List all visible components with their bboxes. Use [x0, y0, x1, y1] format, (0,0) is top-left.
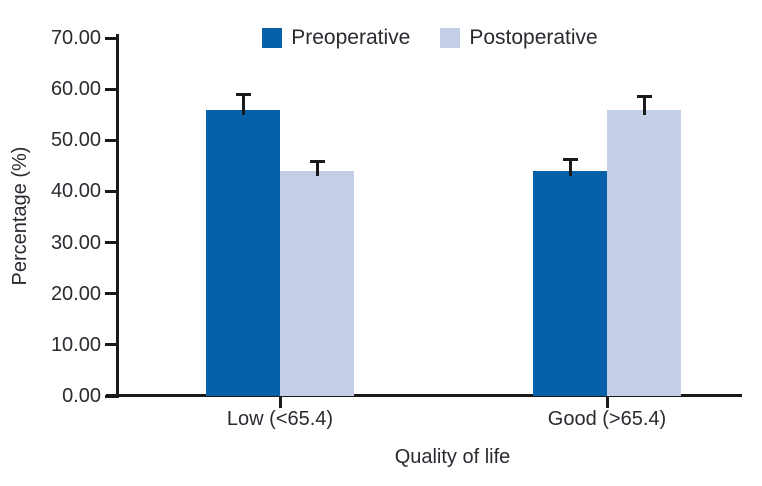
error-bar-cap	[562, 158, 578, 162]
bar-postoperative-1	[607, 109, 681, 396]
error-bar-stem	[315, 161, 319, 176]
error-bar-cap	[309, 159, 325, 163]
legend-item-postoperative: Postoperative	[440, 26, 598, 50]
x-tick-label: Low (<65.4)	[226, 408, 334, 430]
y-tick-label: 10.00	[50, 333, 101, 356]
bar-preoperative-1	[533, 170, 607, 396]
y-tick	[105, 394, 118, 398]
y-tick	[105, 189, 118, 193]
y-tick	[105, 241, 118, 245]
legend-swatch-preoperative	[262, 28, 283, 48]
legend-item-preoperative: Preoperative	[262, 26, 410, 50]
error-bar-stem	[241, 94, 245, 115]
y-axis-line	[116, 34, 119, 398]
legend: Preoperative Postoperative	[118, 24, 742, 52]
y-tick	[105, 292, 118, 296]
legend-swatch-postoperative	[440, 28, 461, 48]
x-tick	[278, 397, 282, 408]
y-tick-label: 70.00	[50, 27, 101, 49]
y-tick	[105, 138, 118, 142]
x-tick	[605, 397, 609, 408]
y-tick-label: 0.00	[62, 385, 101, 407]
y-tick-label: 30.00	[50, 231, 101, 254]
y-tick-label: 50.00	[50, 129, 101, 152]
legend-label-postoperative: Postoperative	[469, 26, 598, 49]
y-tick	[105, 343, 118, 347]
legend-label-preoperative: Preoperative	[291, 26, 411, 49]
y-tick-label: 20.00	[50, 282, 101, 305]
bar-postoperative-0	[280, 170, 354, 396]
error-bar-cap	[235, 92, 251, 96]
x-axis-title: Quality of life	[394, 446, 511, 468]
x-axis-line	[106, 394, 742, 397]
y-tick-label: 40.00	[50, 180, 101, 203]
error-bar-stem	[642, 96, 646, 115]
y-tick	[105, 36, 118, 40]
y-tick	[105, 87, 118, 91]
x-tick-label: Good (>65.4)	[547, 408, 667, 430]
bar-preoperative-0	[206, 109, 280, 396]
error-bar-cap	[636, 94, 652, 98]
y-tick-label: 60.00	[50, 78, 101, 101]
error-bar-stem	[568, 160, 572, 176]
